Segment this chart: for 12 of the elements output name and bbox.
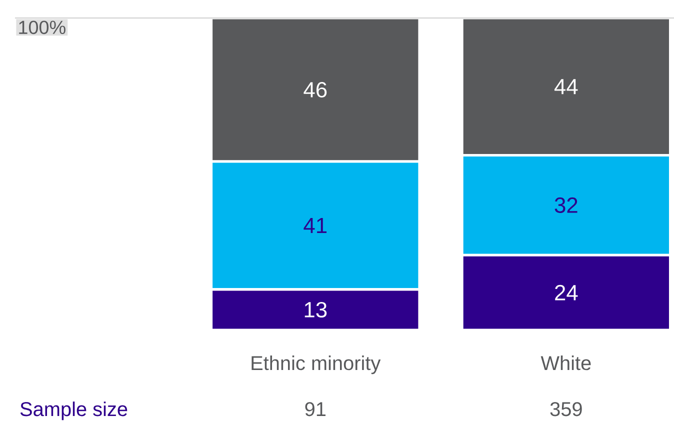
x-tick-label: White xyxy=(540,356,591,370)
data-label: 32 xyxy=(554,197,578,213)
data-label: 41 xyxy=(304,218,327,234)
data-label: 13 xyxy=(304,302,327,318)
data-label: 46 xyxy=(304,82,327,98)
x-tick-label: Ethnic minority xyxy=(252,356,381,374)
text: 359 xyxy=(550,402,582,416)
text: 91 xyxy=(305,402,326,416)
data-label: 24 xyxy=(555,284,578,300)
ref-line-label: 100% xyxy=(19,20,66,34)
text: Sample size xyxy=(20,402,128,420)
data-label: 44 xyxy=(554,79,578,94)
